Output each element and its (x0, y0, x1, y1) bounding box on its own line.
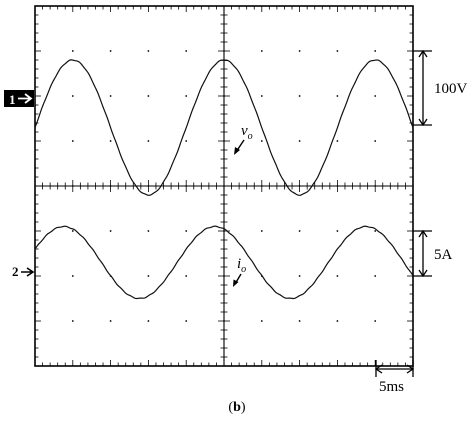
grid-dot (298, 230, 301, 232)
time-scale-label: 5ms (379, 379, 404, 395)
grid-dot (336, 230, 339, 232)
trace-label-io-arrowhead (233, 279, 239, 287)
figure-caption-letter: b (233, 400, 241, 415)
grid-dot (71, 140, 74, 142)
grid-dot (147, 95, 150, 97)
grid-dot (147, 50, 150, 52)
grid-dot (147, 230, 150, 232)
grid-dot (260, 50, 263, 52)
grid-dot (336, 140, 339, 142)
grid-dot (298, 140, 301, 142)
grid-dot (185, 230, 188, 232)
grid-dot (298, 320, 301, 322)
grid-dot (109, 95, 112, 97)
grid-dot (260, 95, 263, 97)
current-scale-label: 5A (434, 247, 453, 263)
grid-dot (298, 50, 301, 52)
grid-dot (260, 230, 263, 232)
trace-channel-2 (34, 225, 414, 300)
grid-dot (71, 95, 74, 97)
grid-dot (71, 275, 74, 277)
grid-dot (185, 140, 188, 142)
channel-2-marker-number: 2 (12, 264, 19, 279)
grid-dot (109, 140, 112, 142)
trace-channel-1 (34, 59, 414, 196)
grid-dot (71, 50, 74, 52)
grid-dot (336, 275, 339, 277)
channel-2-marker-arrow-icon (21, 267, 35, 277)
grid-dot (185, 50, 188, 52)
grid-dot (185, 275, 188, 277)
grid-dot (185, 95, 188, 97)
grid-dot (71, 320, 74, 322)
grid-dot (109, 320, 112, 322)
grid-dot (336, 95, 339, 97)
grid-dot (374, 275, 377, 277)
channel-1-marker-arrow-icon (18, 93, 33, 104)
plot-frame (34, 5, 414, 367)
grid-dot (298, 95, 301, 97)
grid-dot (147, 275, 150, 277)
grid-dot (336, 320, 339, 322)
grid-dot (109, 230, 112, 232)
trace-label-io: io (237, 256, 246, 275)
figure-caption: (b) (228, 400, 246, 415)
grid-dot (336, 50, 339, 52)
grid-dot (185, 320, 188, 322)
grid-dot (298, 275, 301, 277)
grid-dot (374, 140, 377, 142)
grid-dot (260, 320, 263, 322)
voltage-scale-indicator (413, 49, 432, 127)
trace-label-vo-arrowhead (234, 147, 240, 155)
grid-dot (147, 140, 150, 142)
channel-1-marker-number: 1 (9, 92, 16, 107)
grid-dot (374, 50, 377, 52)
grid-dot (71, 230, 74, 232)
grid-dot (374, 320, 377, 322)
grid-dot (109, 50, 112, 52)
traces (34, 59, 414, 300)
trace-label-vo: vo (241, 123, 253, 142)
grid-dot (374, 230, 377, 232)
grid-dot (374, 95, 377, 97)
voltage-scale-label: 100V (434, 81, 468, 97)
time-scale-indicator (374, 360, 415, 377)
grid-dot (260, 140, 263, 142)
current-scale-indicator (413, 229, 432, 278)
grid-dot (147, 320, 150, 322)
